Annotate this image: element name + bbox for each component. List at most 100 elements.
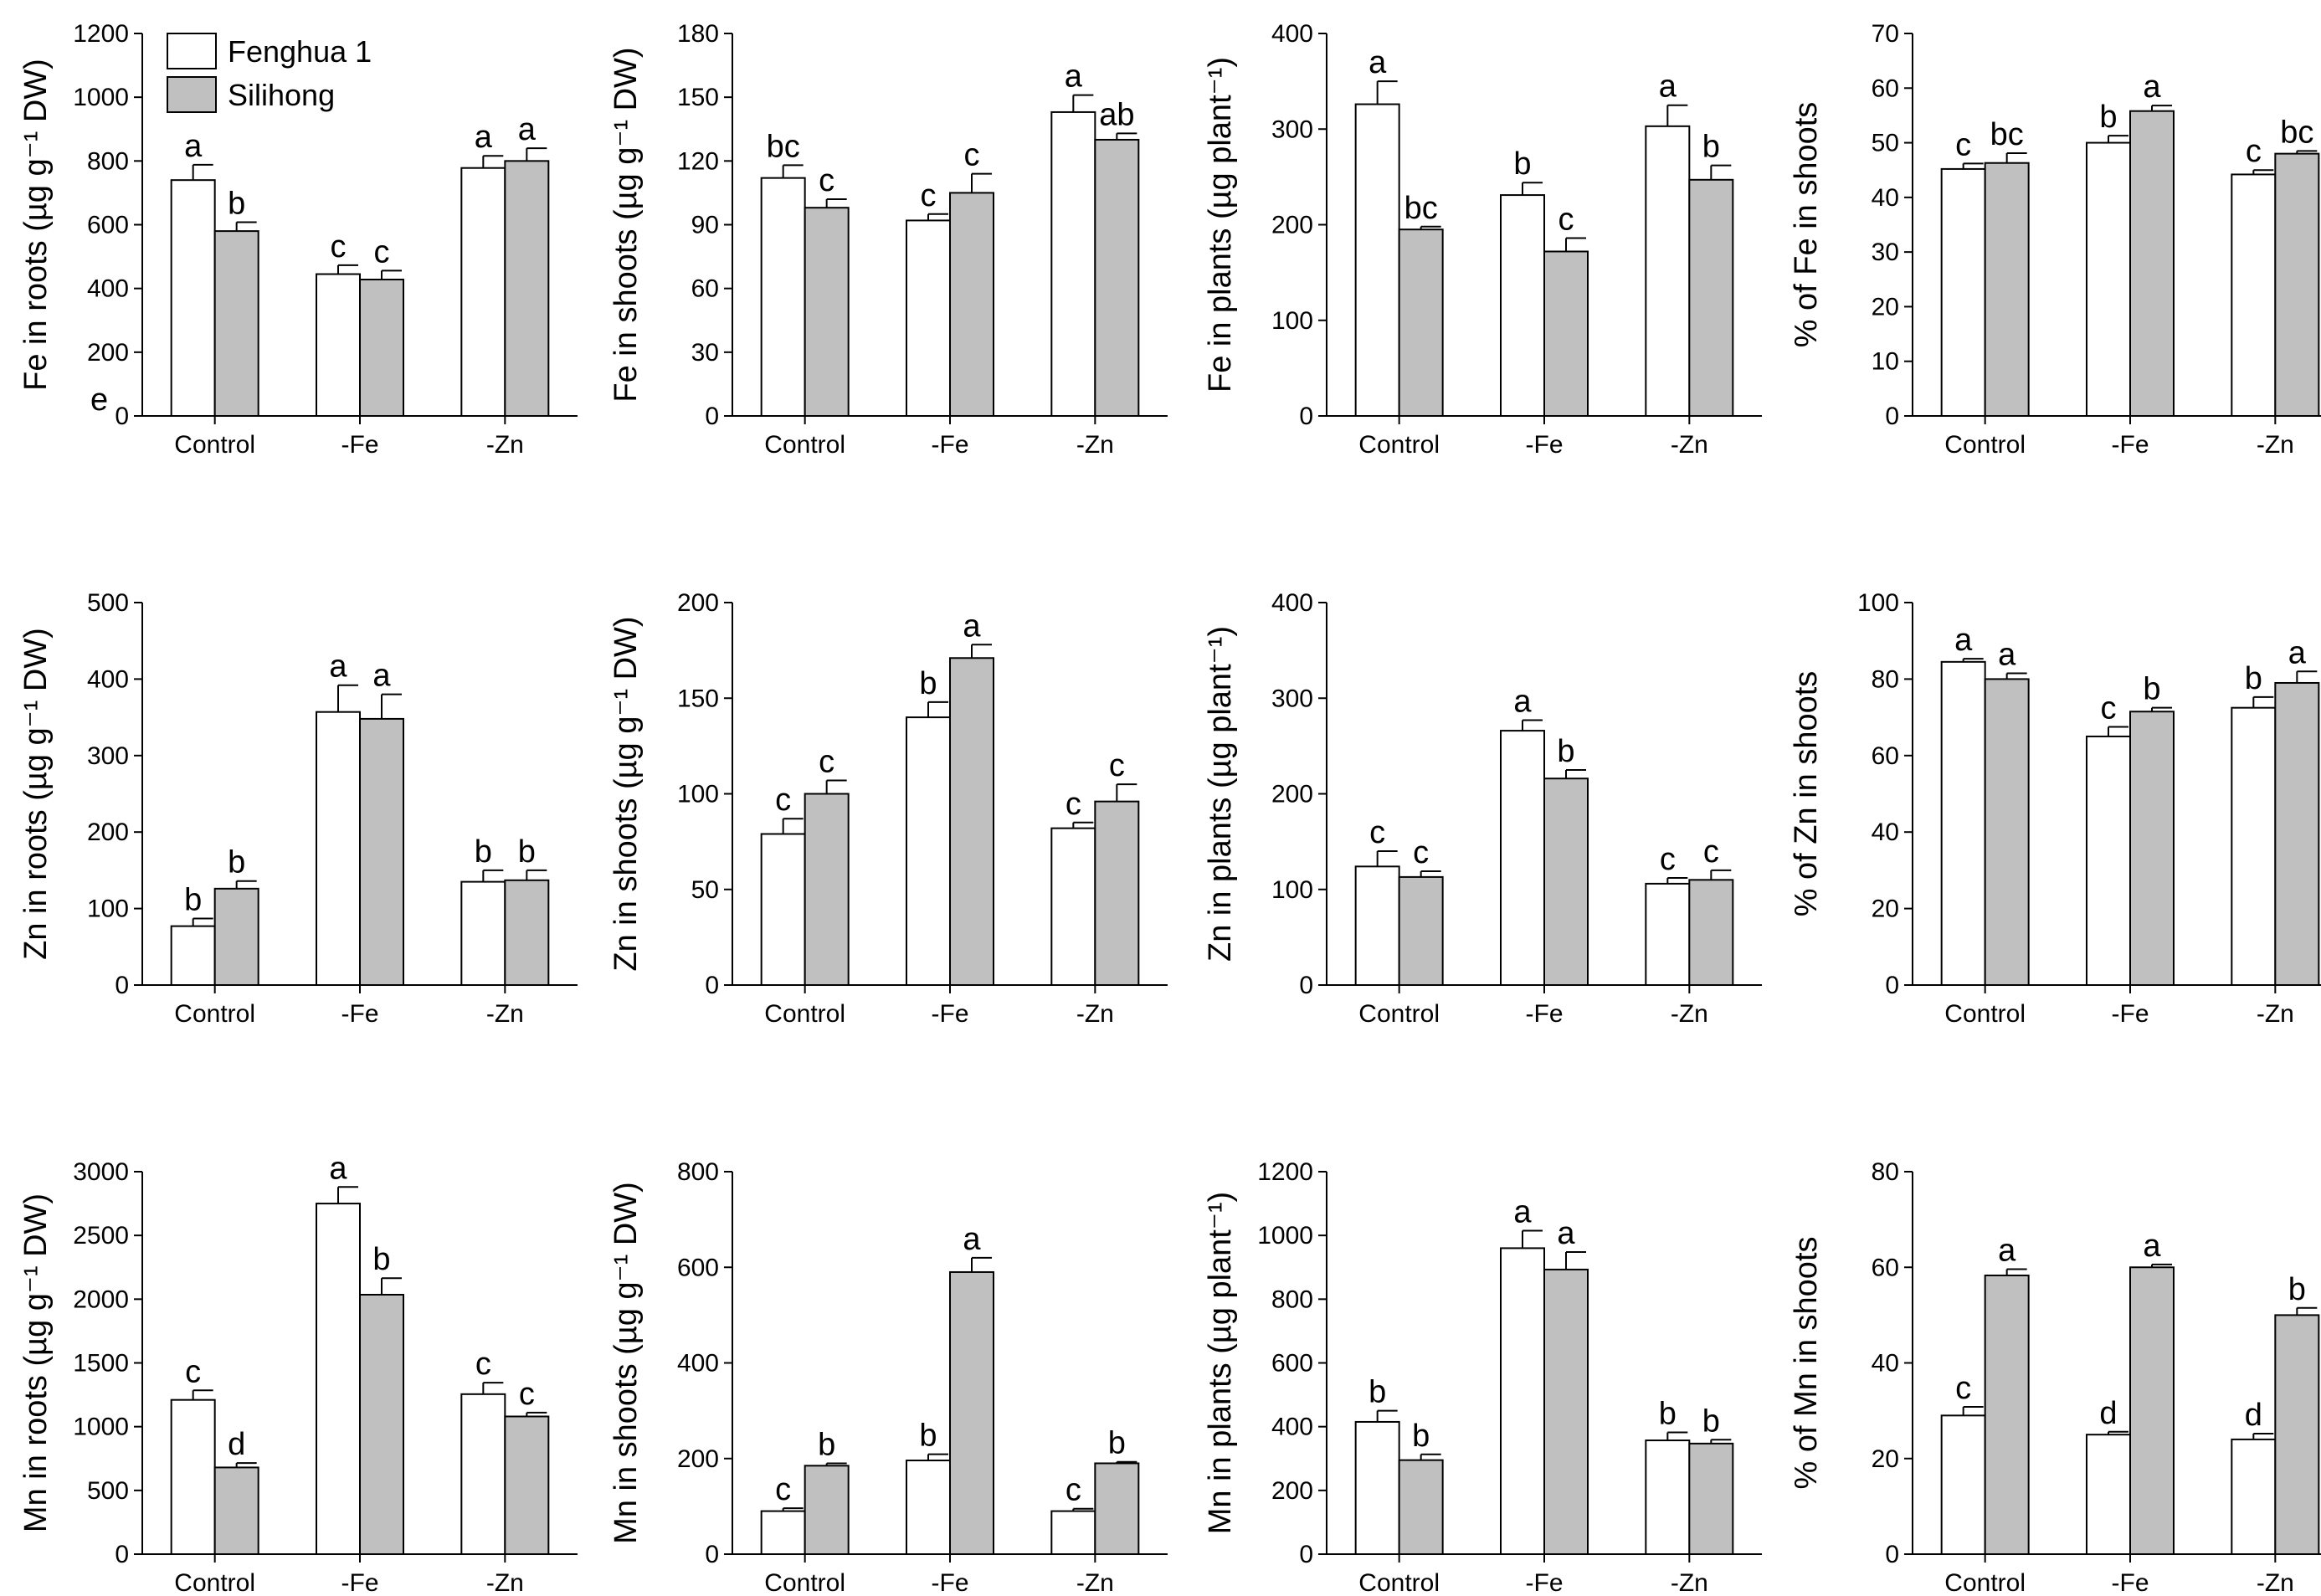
y-tick-label: 100 (677, 781, 719, 808)
bar-fenghua-1-zn (1645, 882, 1691, 987)
bar-silihong-zn (504, 1415, 550, 1555)
bar-silihong-zn (504, 160, 550, 417)
y-tick-label: 40 (1872, 184, 1899, 212)
bar-silihong-control (1398, 1459, 1444, 1556)
significance-label-silihong-fe: a (1557, 1216, 1575, 1251)
bar-fenghua-1-fe (1500, 730, 1545, 986)
bar-fenghua-1-fe (1500, 194, 1545, 418)
y-tick-label: 20 (1872, 896, 1899, 923)
significance-label-fenghua-1-fe: b (1513, 146, 1531, 182)
significance-label-silihong-fe: c (1558, 202, 1574, 237)
y-tick-label: 0 (1885, 1541, 1899, 1568)
y-tick-label: 1000 (73, 1414, 129, 1441)
y-tick-label: 400 (87, 665, 129, 693)
bar-silihong-zn (1688, 178, 1734, 418)
significance-label-fenghua-1-fe: a (329, 1151, 347, 1186)
bar-fenghua-1-control (760, 833, 806, 986)
bar-fenghua-1-fe (316, 711, 361, 987)
y-tick-label: 300 (87, 742, 129, 770)
significance-label-fenghua-1-zn: c (1066, 787, 1081, 822)
y-axis-label: % of Mn in shoots (1789, 1236, 1824, 1489)
significance-label-fenghua-1-fe: a (329, 649, 347, 685)
y-tick-label: 150 (677, 685, 719, 712)
significance-label-fenghua-1-control: a (1368, 45, 1387, 80)
significance-label-fenghua-1-fe: c (331, 229, 347, 264)
y-axis-label: Fe in shoots (µg g⁻¹ DW) (608, 47, 644, 402)
bar-fenghua-1-fe (906, 219, 951, 417)
y-tick-label: 20 (1872, 293, 1899, 321)
x-tick-label-fe: -Fe (341, 1000, 379, 1028)
significance-label-silihong-fe: a (963, 1222, 981, 1257)
x-tick-label-control: Control (1358, 1569, 1440, 1596)
bar-silihong-zn (1094, 1462, 1140, 1556)
significance-label-silihong-fe: a (2143, 1229, 2161, 1264)
bar-silihong-fe (359, 279, 404, 417)
y-tick-label: 0 (705, 403, 719, 430)
bar-fenghua-1-zn (1050, 110, 1096, 417)
significance-label-fenghua-1-fe: c (921, 178, 937, 213)
y-tick-label: 800 (1271, 1286, 1313, 1313)
significance-label-silihong-control: a (1998, 638, 2016, 673)
legend-swatch-silihong (167, 76, 217, 113)
bar-fenghua-1-control (1354, 103, 1400, 417)
bar-silihong-fe (1543, 1268, 1589, 1556)
significance-label-silihong-control: d (228, 1427, 245, 1462)
significance-label-fenghua-1-control: c (775, 783, 791, 818)
bar-fenghua-1-zn (460, 880, 506, 986)
bar-silihong-control (213, 230, 259, 417)
significance-label-fenghua-1-control: a (1954, 623, 1973, 658)
bar-fenghua-1-control (1354, 865, 1400, 986)
bar-silihong-fe (1543, 250, 1589, 417)
bar-fenghua-1-zn (1645, 125, 1691, 417)
y-tick-label: 2000 (73, 1286, 129, 1313)
significance-label-fenghua-1-zn: c (2246, 134, 2262, 169)
significance-label-fenghua-1-zn: a (1065, 59, 1083, 95)
bar-fenghua-1-fe (2086, 735, 2131, 986)
significance-label-fenghua-1-control: c (775, 1472, 791, 1507)
bar-silihong-zn (2274, 152, 2320, 417)
bar-silihong-control (1398, 228, 1444, 417)
significance-label-fenghua-1-fe: a (1513, 1194, 1532, 1229)
y-axis-label: Mn in shoots (µg g⁻¹ DW) (608, 1182, 644, 1544)
significance-label-fenghua-1-control: b (1368, 1375, 1386, 1410)
x-tick-label-control: Control (1944, 1569, 2026, 1596)
significance-label-silihong-zn: b (1702, 1404, 1720, 1439)
significance-label-fenghua-1-control: bc (767, 129, 800, 164)
x-tick-label-fe: -Fe (341, 431, 379, 459)
significance-label-silihong-control: c (819, 163, 834, 198)
y-tick-label: 100 (87, 896, 129, 923)
y-tick-label: 300 (1271, 115, 1313, 143)
y-tick-label: 0 (1299, 403, 1313, 430)
y-axis-label: Zn in plants (µg plant⁻¹) (1203, 626, 1238, 962)
significance-label-silihong-zn: bc (2280, 115, 2313, 150)
y-axis-label: Mn in roots (µg g⁻¹ DW) (18, 1193, 54, 1532)
significance-label-fenghua-1-fe: d (2099, 1396, 2117, 1431)
y-axis-label: Mn in plants (µg plant⁻¹) (1203, 1192, 1238, 1534)
legend-label-fenghua-1: Fenghua 1 (228, 34, 372, 69)
y-tick-label: 500 (87, 589, 129, 617)
significance-label-fenghua-1-control: a (184, 129, 203, 164)
y-tick-label: 100 (1271, 307, 1313, 335)
chart-panel-10: 0 200 400 600 800 Mn in shoots (µg g⁻¹ DW) Con… (608, 1158, 1168, 1596)
x-tick-label-fe: -Fe (932, 1569, 969, 1596)
x-tick-label-fe: -Fe (1526, 1000, 1564, 1028)
significance-label-silihong-zn: b (1108, 1426, 1126, 1461)
chart-panel-5: 0 100 200 300 400 500 Zn in roots (µg g⁻¹ DW) C… (18, 589, 578, 1028)
y-tick-label: 200 (677, 589, 719, 617)
significance-label-silihong-control: b (228, 845, 245, 880)
bar-silihong-zn (1094, 138, 1140, 417)
significance-label-fenghua-1-control: c (1955, 1371, 1971, 1406)
y-tick-label: 1200 (73, 20, 129, 48)
y-tick-label: 2500 (73, 1222, 129, 1250)
y-tick-label: 3000 (73, 1158, 129, 1186)
y-tick-label: 800 (677, 1158, 719, 1186)
bar-silihong-zn (1688, 879, 1734, 986)
y-tick-label: 200 (87, 339, 129, 367)
y-tick-label: 40 (1872, 819, 1899, 846)
y-tick-label: 150 (677, 84, 719, 111)
bar-fenghua-1-control (760, 1510, 806, 1556)
bar-silihong-fe (949, 192, 994, 418)
bar-silihong-fe (2129, 711, 2175, 986)
